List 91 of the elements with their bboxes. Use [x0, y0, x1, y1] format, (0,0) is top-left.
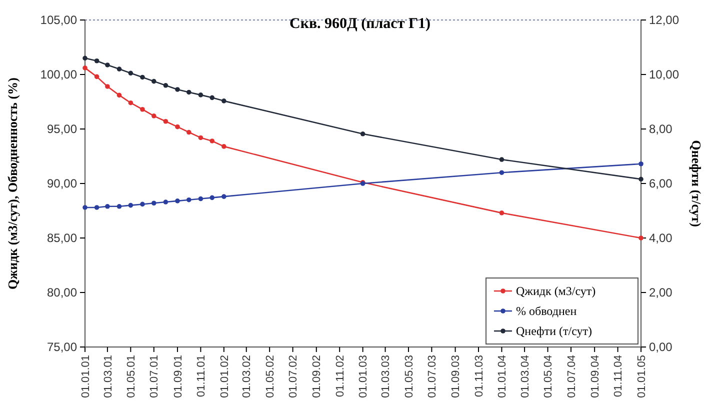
point — [105, 204, 110, 209]
point — [222, 144, 226, 149]
point — [222, 194, 226, 199]
x-tick-label: 01.11.03 — [473, 355, 486, 398]
point — [128, 202, 134, 208]
x-tick-label: 01.11.04 — [612, 355, 625, 398]
point — [105, 62, 110, 68]
x-tick-label: 01.05.03 — [403, 355, 416, 398]
point — [116, 92, 122, 98]
point — [222, 98, 226, 104]
point — [140, 74, 145, 80]
point — [198, 92, 204, 98]
point — [151, 114, 156, 118]
point — [175, 198, 180, 204]
x-tick-label: 01.07.04 — [566, 355, 578, 398]
point — [128, 100, 134, 106]
point — [82, 205, 88, 210]
x-tick-label: 01.07.03 — [426, 355, 439, 398]
point — [360, 132, 366, 136]
y2-tick-label: 8,00 — [649, 122, 673, 136]
point — [151, 200, 156, 206]
chart-title: Скв. 960Д (пласт Г1) — [289, 16, 431, 32]
point — [638, 161, 644, 166]
legend-label: Qнефти (т/сут) — [516, 324, 592, 338]
point — [186, 90, 192, 95]
x-tick-label: 01.01.04 — [496, 355, 509, 398]
x-tick-label: 01.05.02 — [264, 355, 276, 398]
point — [94, 205, 100, 210]
x-tick-label: 01.05.04 — [542, 355, 555, 398]
point — [140, 106, 145, 112]
y2-tick-label: 10,00 — [649, 67, 680, 82]
point — [94, 58, 100, 64]
point — [499, 210, 504, 216]
x-tick-label: 01.07.02 — [288, 355, 300, 398]
y2-tick-label: 4,00 — [649, 230, 673, 245]
point — [163, 83, 168, 88]
point — [210, 95, 215, 100]
point — [499, 157, 504, 162]
point — [175, 87, 180, 92]
y2-tick-label: 2,00 — [649, 285, 673, 300]
x-tick-label: 01.09.01 — [172, 355, 184, 398]
y-tick-label: 95,00 — [46, 122, 78, 136]
y-tick-label: 80,00 — [46, 285, 78, 300]
legend-label: % обводнен — [516, 304, 578, 318]
y-tick-label: 75,00 — [46, 340, 78, 354]
x-tick-label: 01.11.01 — [196, 355, 208, 398]
x-tick-label: 01.03.04 — [519, 355, 532, 398]
x-tick-label: 01.09.02 — [311, 355, 324, 398]
point — [186, 130, 192, 135]
point — [163, 200, 168, 204]
y-tick-label: 105,00 — [40, 12, 78, 27]
point — [116, 204, 122, 209]
point — [151, 78, 156, 84]
x-tick-label: 01.01.02 — [218, 355, 231, 398]
point — [210, 138, 215, 144]
x-tick-label: 01.03.02 — [241, 355, 254, 398]
y2-tick-label: 0,00 — [649, 340, 673, 354]
y2-tick-label: 6,00 — [649, 176, 673, 190]
point — [210, 195, 215, 200]
point — [198, 196, 204, 202]
legend-label: Qжидк (м3/сут) — [516, 284, 596, 298]
y2-tick-label: 12,00 — [649, 12, 680, 27]
point — [128, 70, 134, 76]
point — [186, 197, 192, 202]
x-tick-label: 01.11.02 — [334, 355, 346, 398]
point — [499, 170, 504, 175]
x-tick-label: 01.01.05 — [636, 355, 648, 398]
x-tick-label: 01.03.03 — [380, 355, 392, 398]
point — [105, 84, 110, 89]
point — [140, 202, 145, 207]
x-tick-label: 01.03.01 — [102, 355, 114, 398]
point — [638, 236, 644, 240]
point — [638, 176, 644, 182]
x-tick-label: 01.07.01 — [148, 355, 161, 398]
point — [175, 124, 180, 130]
point — [116, 66, 122, 72]
point — [82, 66, 88, 70]
y-tick-label: 90,00 — [46, 176, 78, 190]
point — [198, 135, 204, 140]
point — [94, 74, 100, 80]
y2-axis-title: Qнефти (т/сут) — [689, 140, 704, 227]
point — [82, 56, 88, 61]
y-tick-label: 85,00 — [46, 230, 78, 245]
x-tick-label: 01.01.01 — [80, 355, 92, 398]
y-tick-label: 100,00 — [40, 67, 78, 82]
x-tick-label: 01.09.04 — [589, 355, 602, 398]
point — [163, 118, 168, 124]
y-axis-title: Qжидк (м3/сут), Обводненность (%) — [5, 78, 20, 290]
x-tick-label: 01.05.01 — [126, 355, 138, 398]
x-tick-label: 01.09.03 — [450, 355, 462, 398]
x-tick-label: 01.01.03 — [358, 355, 370, 398]
